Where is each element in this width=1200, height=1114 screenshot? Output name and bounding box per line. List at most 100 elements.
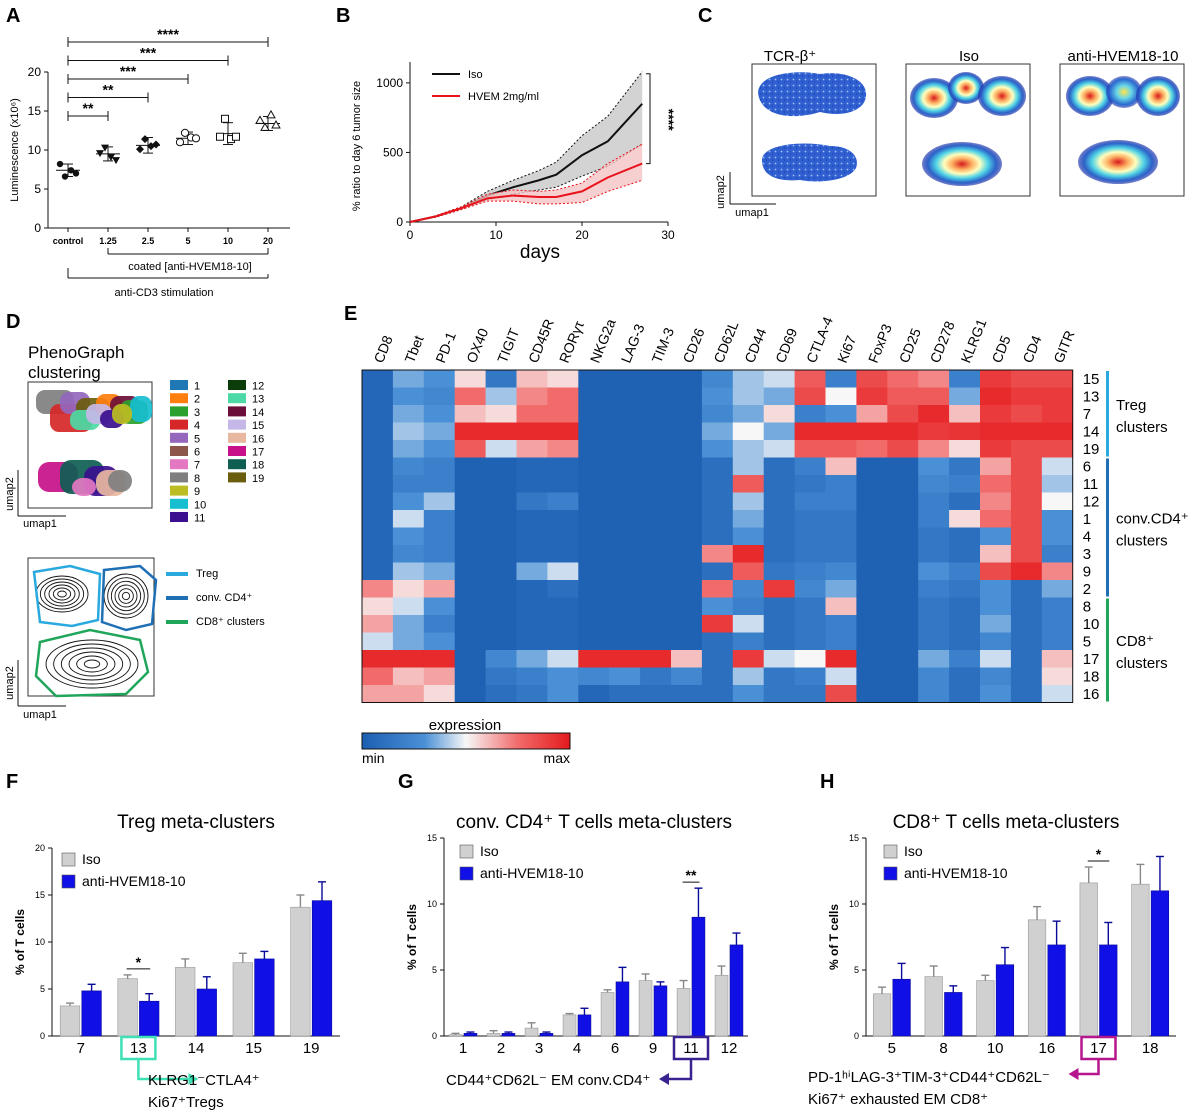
heatmap-cell xyxy=(949,527,981,546)
heatmap-cell xyxy=(516,615,548,633)
heatmap-cell xyxy=(887,475,919,493)
heatmap-cell xyxy=(1041,545,1074,563)
heatmap-cell xyxy=(856,685,888,703)
g-bar xyxy=(691,916,706,1037)
heatmap-cell xyxy=(516,510,548,528)
heatmap-cell xyxy=(578,615,610,633)
heatmap-row-label: 15 xyxy=(1083,371,1100,388)
heatmap-cell xyxy=(856,457,888,476)
d-cluster-blob xyxy=(108,470,132,492)
heatmap-cell xyxy=(609,422,641,441)
colorbar xyxy=(361,732,571,750)
g-bar xyxy=(539,1033,554,1037)
d-legend-label: 13 xyxy=(252,394,264,406)
heatmap-cell xyxy=(454,685,486,703)
heatmap-cell xyxy=(609,510,641,528)
heatmap-cell xyxy=(1010,387,1043,406)
heatmap-cell xyxy=(485,597,517,616)
b-y-tick-label: 500 xyxy=(383,145,403,159)
heatmap-cell xyxy=(1041,387,1074,406)
heatmap-cell xyxy=(1010,440,1043,458)
f-bar xyxy=(59,1005,81,1037)
heatmap-cell xyxy=(1010,457,1043,476)
panel-a: A 0 5 10 15 20 Luminescence (x10⁶) control 1.25… xyxy=(6,5,290,299)
heatmap-cell xyxy=(949,457,981,476)
h-x-tick-label: 18 xyxy=(1142,1040,1159,1057)
heatmap-cell xyxy=(701,370,734,388)
c-anti-blob xyxy=(1078,140,1158,184)
heatmap-cell xyxy=(763,510,795,528)
heatmap-cell xyxy=(547,632,579,651)
heatmap-cell xyxy=(578,422,610,441)
heatmap-cell xyxy=(918,545,950,563)
heatmap-cell xyxy=(547,650,579,668)
panel-c: C TCR-β⁺ Iso anti-HVEM18-10 umap2 umap1 xyxy=(698,5,1185,219)
heatmap-row-label: 8 xyxy=(1083,599,1091,616)
h-y-axis-label: % of T cells xyxy=(827,904,841,970)
d-contour-ring xyxy=(44,581,80,607)
heatmap-cell xyxy=(516,650,548,668)
heatmap-column-label: CD26 xyxy=(679,326,707,365)
heatmap-cell xyxy=(640,650,672,668)
heatmap-cell xyxy=(578,510,610,528)
heatmap-row-label: 9 xyxy=(1083,564,1091,581)
h-annotation: Ki67⁺ exhausted EM CD8⁺ xyxy=(808,1091,988,1108)
heatmap-cell xyxy=(578,405,610,423)
heatmap-cell xyxy=(392,387,425,406)
h-bar xyxy=(944,992,963,1037)
g-y-tick-label: 0 xyxy=(432,1031,437,1041)
heatmap-column-label: CD44 xyxy=(741,326,769,365)
heatmap-cell xyxy=(825,405,857,423)
a-point xyxy=(221,114,229,123)
heatmap-cell xyxy=(516,632,548,651)
heatmap-cell xyxy=(640,580,672,598)
d-axis-x-label: umap1 xyxy=(23,518,57,530)
heatmap-cell xyxy=(1041,650,1074,668)
heatmap-cell xyxy=(763,597,795,616)
heatmap-cell xyxy=(640,527,672,546)
heatmap-cell xyxy=(671,650,703,668)
heatmap-cell xyxy=(949,405,981,423)
c-title-tcrb: TCR-β⁺ xyxy=(764,48,816,65)
d-legend-swatch xyxy=(228,472,246,483)
d-legend-swatch xyxy=(228,393,246,404)
d-gate-legend-label: conv. CD4⁺ xyxy=(196,592,253,604)
heatmap-cell xyxy=(949,650,981,668)
heatmap-cell xyxy=(1041,422,1074,441)
heatmap-group-label: clusters xyxy=(1116,533,1168,550)
d-legend-label: 6 xyxy=(194,447,200,459)
heatmap-cell xyxy=(423,527,456,546)
heatmap-cell xyxy=(547,422,579,441)
heatmap-cell xyxy=(640,387,672,406)
heatmap-cell xyxy=(671,562,703,581)
heatmap-cell xyxy=(825,615,857,633)
heatmap-cell xyxy=(887,580,919,598)
heatmap-cell xyxy=(980,545,1012,563)
d-legend-label: 10 xyxy=(194,499,206,511)
heatmap-cell xyxy=(640,370,672,388)
d-legend-label: 7 xyxy=(194,460,200,472)
heatmap-cell xyxy=(640,457,672,476)
heatmap-cell xyxy=(547,440,579,458)
heatmap-cell xyxy=(918,492,950,511)
g-star: ** xyxy=(686,867,697,883)
heatmap-cell xyxy=(485,457,517,476)
heatmap-cell xyxy=(423,685,456,703)
d-legend-label: 8 xyxy=(194,473,200,485)
heatmap-row-label: 11 xyxy=(1083,476,1099,493)
heatmap-cell xyxy=(1010,527,1043,546)
g-bar xyxy=(615,981,630,1037)
heatmap-cell xyxy=(887,370,919,388)
heatmap-cell xyxy=(1010,405,1043,423)
heatmap-cell xyxy=(887,632,919,651)
b-x-tick-label: 10 xyxy=(489,228,503,242)
heatmap-cell xyxy=(887,667,919,686)
d-legend-label: 18 xyxy=(252,460,264,472)
heatmap-cell xyxy=(362,580,394,598)
a-point xyxy=(72,170,80,177)
heatmap-cell xyxy=(732,685,765,703)
heatmap-cell xyxy=(362,527,394,546)
g-annotation: CD44⁺CD62L⁻ EM conv.CD4⁺ xyxy=(446,1072,650,1089)
d-legend-swatch xyxy=(228,432,246,443)
d-legend-swatch xyxy=(170,485,188,496)
